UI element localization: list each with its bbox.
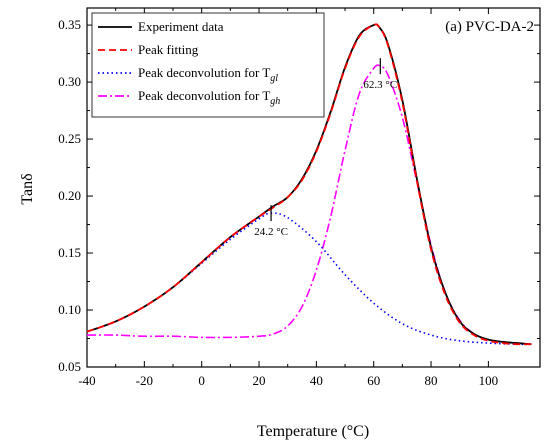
y-tick-label: 0.05	[58, 359, 81, 374]
x-tick-label: -20	[136, 373, 153, 388]
legend: Experiment data Peak fitting Peak deconvol…	[91, 12, 325, 118]
peak-annotation-label: 62.3 °C	[363, 79, 397, 91]
annotations-group: 24.2 °C 62.3 °C	[254, 58, 397, 238]
peak-annotation-label: 24.2 °C	[254, 226, 288, 238]
series-group	[86, 23, 532, 346]
x-tick-label: 0	[198, 373, 205, 388]
legend-label: Experiment data	[138, 19, 224, 34]
legend-box	[91, 12, 325, 118]
x-axis-ticks: -40 -20 0 20 40 60 80 100	[78, 8, 498, 388]
x-tick-label: 40	[310, 373, 323, 388]
plot-frame	[86, 7, 541, 368]
x-tick-label: 20	[253, 373, 266, 388]
series-line-1	[86, 23, 532, 346]
y-tick-label: 0.35	[58, 17, 81, 32]
chart-title: (a) PVC-DA-2	[445, 19, 534, 35]
legend-label: Peak deconvolution for Tgl	[138, 65, 278, 84]
x-tick-label: 80	[425, 373, 438, 388]
legend-label: Peak deconvolution for Tgh	[138, 88, 280, 107]
legend-label: Peak fitting	[138, 42, 199, 57]
y-tick-label: 0.30	[58, 74, 81, 89]
y-tick-label: 0.25	[58, 131, 81, 146]
series-line-2	[86, 212, 532, 346]
y-tick-label: 0.10	[58, 302, 81, 317]
x-tick-label: 60	[367, 373, 380, 388]
x-tick-label: -40	[78, 373, 95, 388]
x-axis-title: Temperature (°C)	[257, 423, 369, 440]
y-tick-label: 0.20	[58, 188, 81, 203]
y-axis-ticks: 0.05 0.10 0.15 0.20 0.25 0.30 0.35	[58, 17, 540, 374]
x-tick-label: 100	[479, 373, 499, 388]
y-tick-label: 0.15	[58, 245, 81, 260]
y-axis-title: Tanδ	[19, 173, 36, 204]
